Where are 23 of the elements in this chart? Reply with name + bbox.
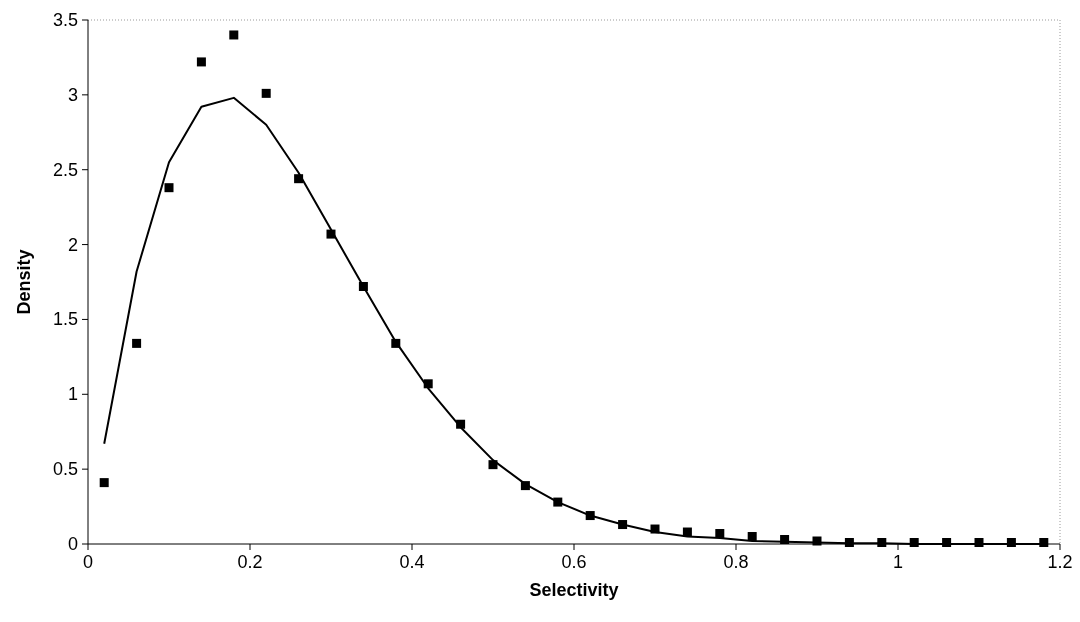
point bbox=[164, 183, 174, 193]
x-tick-label: 0.2 bbox=[237, 552, 263, 572]
y-tick-label: 1.5 bbox=[52, 309, 78, 330]
x-tick-label: 0.4 bbox=[399, 552, 425, 572]
point bbox=[196, 57, 206, 67]
x-tick-label: 0.6 bbox=[561, 552, 587, 572]
x-tick-label: 1.2 bbox=[1047, 552, 1073, 572]
y-tick-label: 3.5 bbox=[52, 10, 78, 30]
point bbox=[99, 478, 109, 488]
y-tick-label: 2 bbox=[67, 234, 78, 255]
x-axis-title: Selectivity bbox=[529, 580, 619, 600]
y-tick-label: 3 bbox=[67, 84, 78, 105]
point bbox=[261, 88, 271, 98]
y-tick-label: 1 bbox=[67, 384, 78, 405]
x-tick-label: 0.8 bbox=[723, 552, 749, 572]
point bbox=[229, 30, 239, 40]
y-tick-label: 0 bbox=[67, 534, 78, 554]
point bbox=[132, 338, 142, 348]
y-axis-title: Density bbox=[14, 249, 34, 315]
x-tick-label: 1 bbox=[892, 552, 904, 572]
x-tick-label: 0 bbox=[82, 552, 94, 572]
y-tick-label: 2.5 bbox=[52, 159, 78, 180]
y-tick-label: 0.5 bbox=[52, 459, 78, 480]
